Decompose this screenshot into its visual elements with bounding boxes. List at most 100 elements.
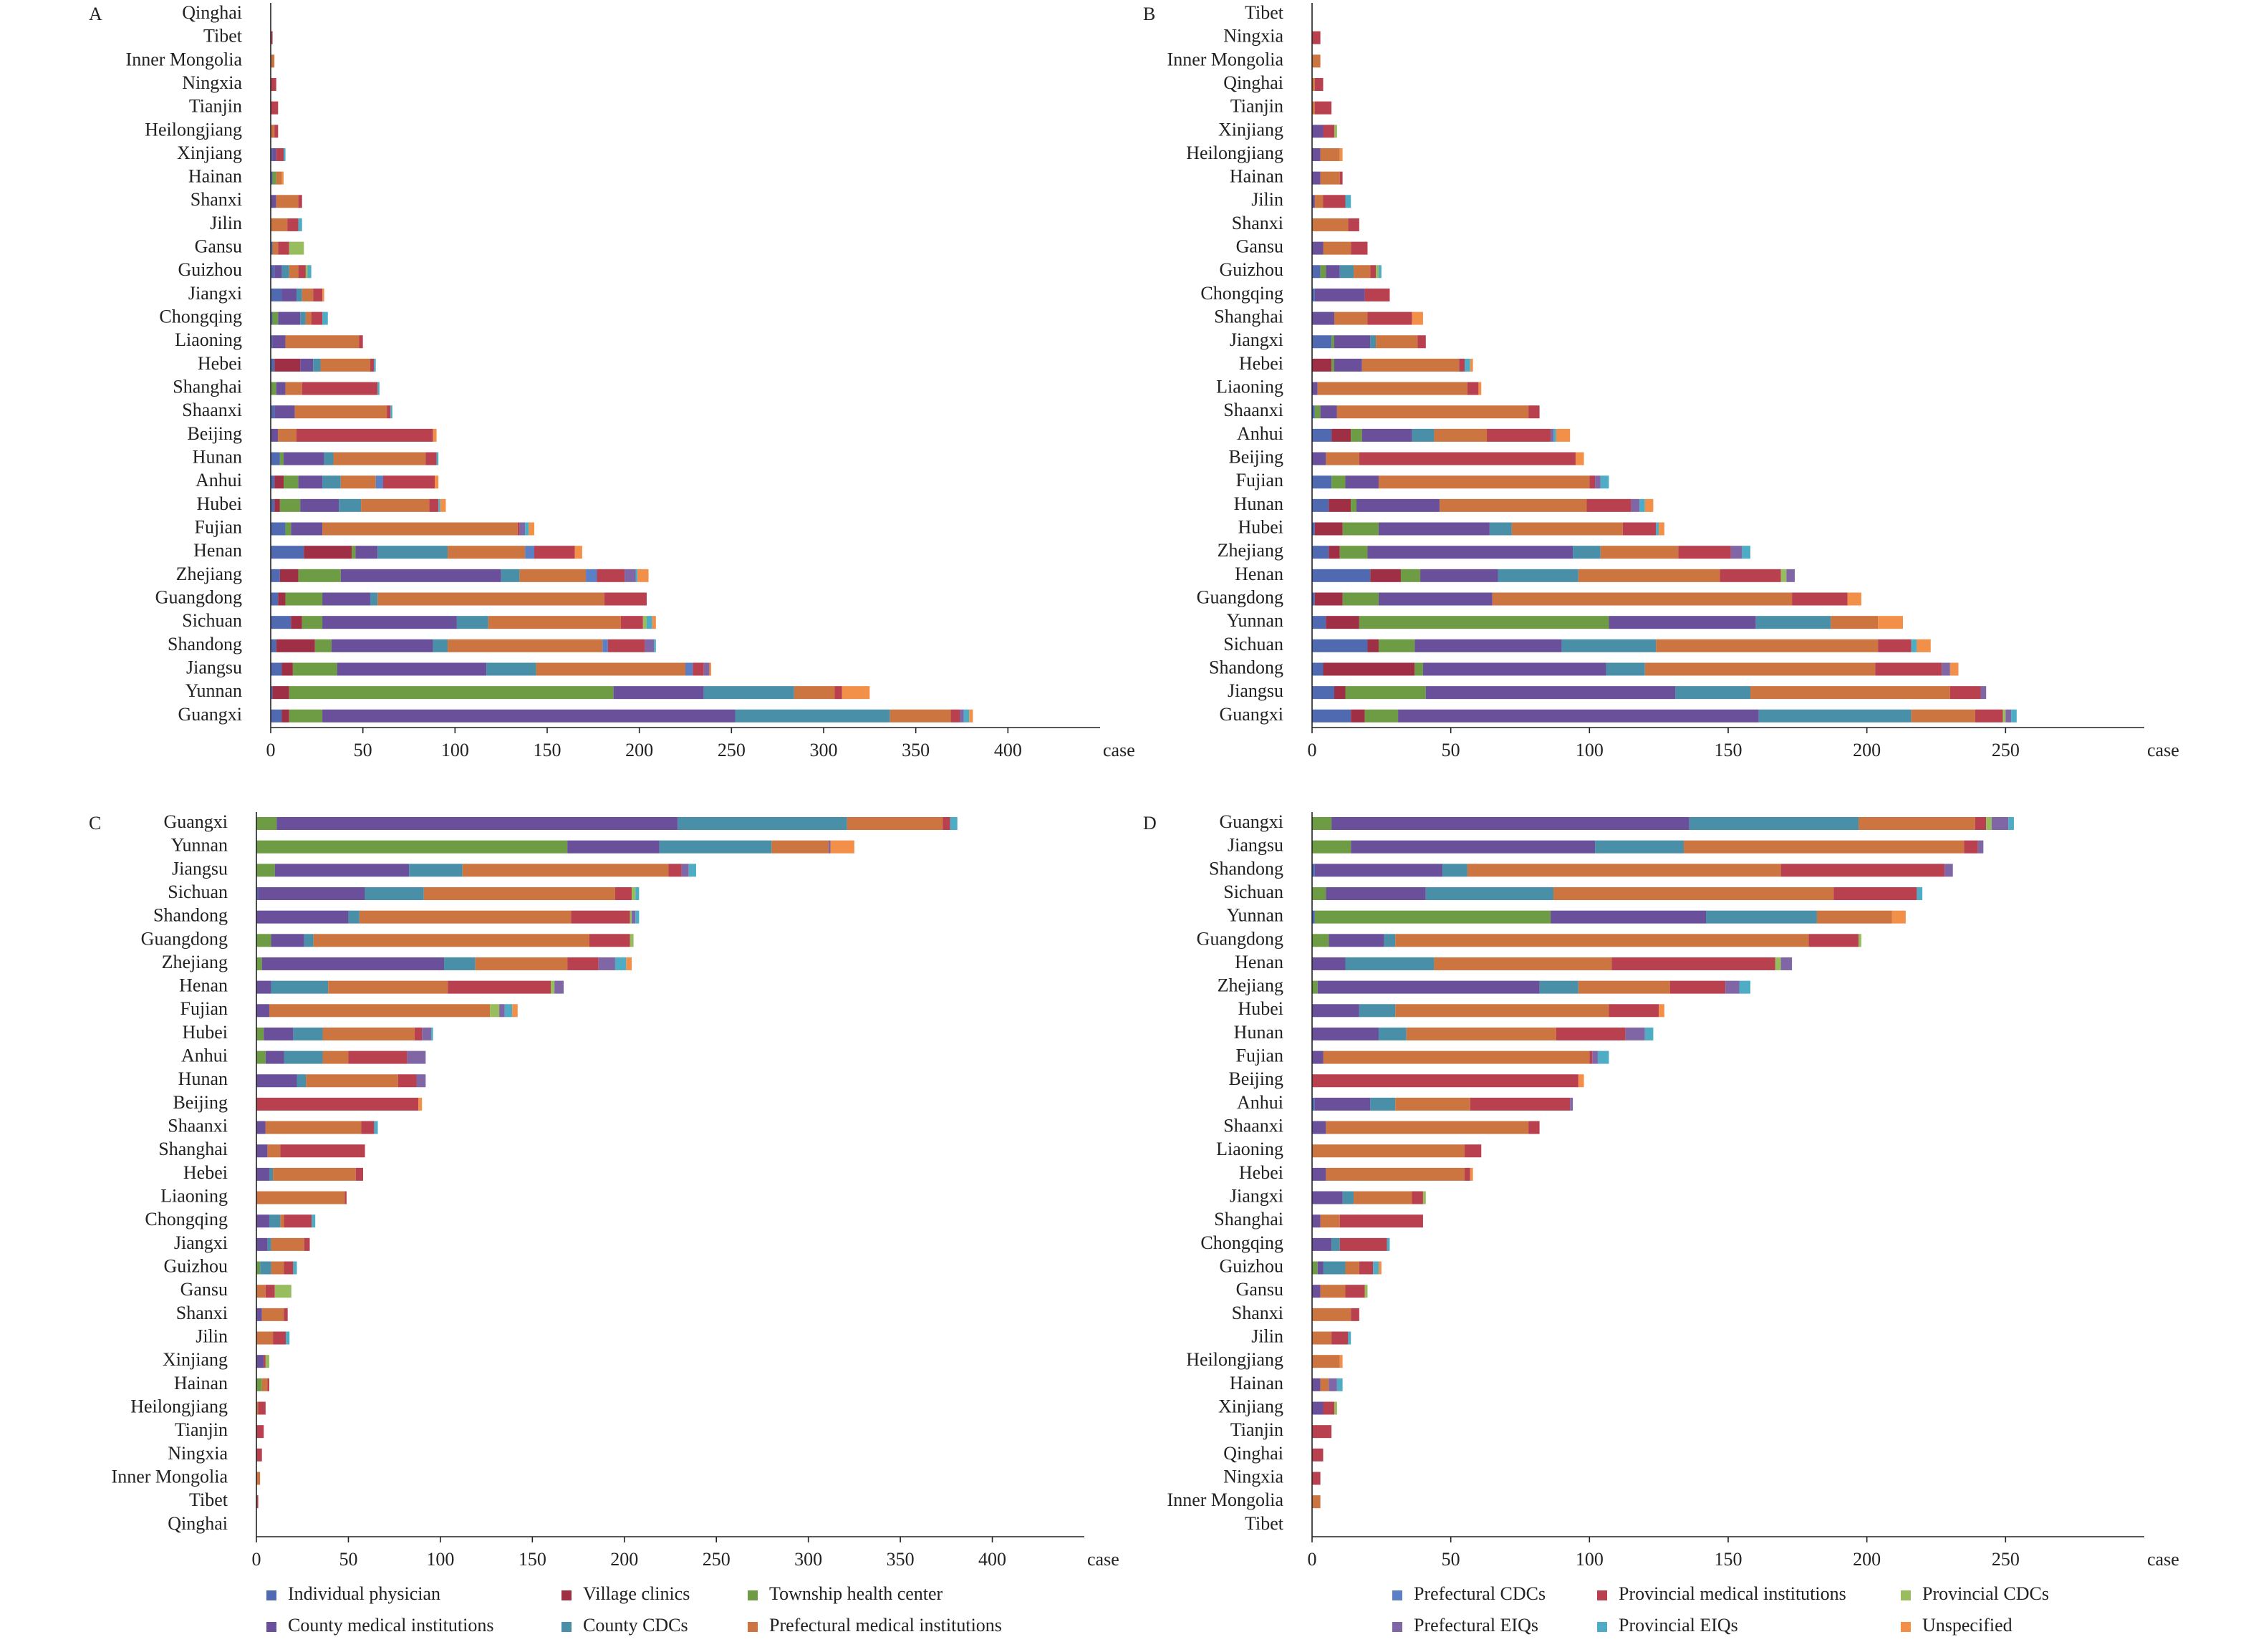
x-tick-label: 200	[1853, 1549, 1881, 1570]
bar-segment	[285, 335, 360, 349]
category-label: Tibet	[189, 1489, 228, 1510]
bar-segment	[1592, 1050, 1598, 1064]
bar-segment	[370, 358, 375, 372]
bar-segment	[1331, 1331, 1349, 1345]
bar-segment	[265, 1355, 269, 1368]
legend-swatch	[1901, 1590, 1911, 1600]
bar-segment	[297, 428, 433, 442]
bar-segment	[1528, 405, 1540, 419]
bar-segment	[1336, 1378, 1343, 1391]
bar-segment	[271, 686, 273, 700]
bar-segment	[1644, 1027, 1654, 1040]
category-label: Gansu	[1236, 236, 1283, 257]
category-label: Inner Mongolia	[126, 49, 243, 69]
category-label: Zhejiang	[176, 564, 242, 584]
bar-segment	[890, 709, 951, 723]
legend-label: County CDCs	[583, 1615, 688, 1636]
bar-segment	[256, 1355, 264, 1368]
bar-segment	[1312, 311, 1334, 325]
category-label: Henan	[179, 975, 228, 996]
category-label: Inner Mongolia	[112, 1466, 228, 1487]
bar-segment	[1414, 639, 1562, 652]
category-label: Hubei	[1238, 998, 1283, 1019]
bar-segment	[614, 957, 627, 970]
bar-segment	[1656, 639, 1879, 652]
bar-segment	[1314, 405, 1321, 419]
legend-label: Township health center	[769, 1583, 943, 1604]
bar-segment	[339, 498, 362, 512]
bar-segment	[963, 709, 970, 723]
bar-segment	[311, 311, 323, 325]
category-label: Shaanxi	[1223, 400, 1283, 420]
x-tick-label: 350	[902, 740, 930, 760]
bar-segment	[2008, 817, 2014, 830]
bar-segment	[1351, 428, 1362, 442]
bar-segment	[1351, 709, 1365, 723]
bar-segment	[271, 709, 282, 723]
category-label: Hainan	[188, 166, 242, 187]
bar-segment	[1487, 428, 1551, 442]
bar-segment	[256, 1472, 261, 1485]
bar-segment	[1467, 864, 1781, 877]
bar-segment	[1323, 125, 1334, 138]
bar-segment	[1314, 101, 1332, 115]
bar-segment	[626, 957, 632, 970]
bar-segment	[293, 1261, 297, 1275]
bar-segment	[1312, 428, 1332, 442]
category-label: Beijing	[187, 423, 242, 444]
bar-segment	[1312, 934, 1329, 947]
bar-segment	[1312, 1004, 1359, 1018]
category-label: Guangdong	[141, 928, 228, 949]
bar-segment	[1323, 1050, 1590, 1064]
bar-segment	[668, 864, 682, 877]
bar-segment	[1345, 1261, 1359, 1275]
category-label: Inner Mongolia	[1167, 49, 1284, 69]
bar-segment	[1312, 54, 1321, 68]
bar-segment	[271, 218, 288, 231]
category-label: Shandong	[153, 905, 228, 926]
bar-segment	[1312, 686, 1334, 700]
x-tick-label: 0	[1308, 1549, 1317, 1570]
bar-segment	[1434, 428, 1488, 442]
category-label: Gansu	[1236, 1279, 1283, 1300]
bar-segment	[1750, 686, 1950, 700]
bar-segment	[322, 592, 370, 606]
bar-segment	[271, 639, 276, 652]
bar-segment	[1351, 1308, 1359, 1321]
bar-segment	[429, 498, 439, 512]
bar-segment	[1528, 1121, 1540, 1134]
bar-segment	[1334, 358, 1362, 372]
category-label: Guizhou	[1219, 1256, 1283, 1277]
bar-segment	[794, 686, 835, 700]
bar-segment	[274, 125, 279, 138]
x-axis-label: case	[1087, 1549, 1119, 1570]
bar-segment	[1361, 358, 1460, 372]
bar-segment	[374, 358, 376, 372]
category-label: Hubei	[196, 493, 242, 514]
bar-segment	[1422, 1191, 1426, 1204]
bar-segment	[271, 241, 273, 255]
category-label: Guangdong	[1197, 928, 1283, 949]
bar-segment	[271, 382, 276, 395]
x-tick-label: 150	[534, 740, 561, 760]
bar-segment	[298, 218, 302, 231]
bar-segment	[1314, 592, 1343, 606]
bar-segment	[1326, 616, 1359, 629]
bar-segment	[1755, 616, 1831, 629]
bar-segment	[1600, 546, 1679, 559]
bar-segment	[1561, 639, 1657, 652]
bar-segment	[284, 1050, 323, 1064]
bar-segment	[1470, 1167, 1473, 1181]
bar-segment	[271, 428, 279, 442]
bar-segment	[1384, 934, 1396, 947]
bar-segment	[1359, 1261, 1374, 1275]
bar-segment	[1465, 1144, 1482, 1158]
bar-segment	[1878, 639, 1912, 652]
legend-swatch	[1901, 1622, 1911, 1632]
bar-segment	[265, 1050, 284, 1064]
category-label: Ningxia	[1223, 26, 1283, 47]
bar-segment	[1975, 709, 2003, 723]
category-label: Hunan	[193, 447, 242, 468]
bar-segment	[271, 358, 275, 372]
bar-segment	[320, 358, 370, 372]
